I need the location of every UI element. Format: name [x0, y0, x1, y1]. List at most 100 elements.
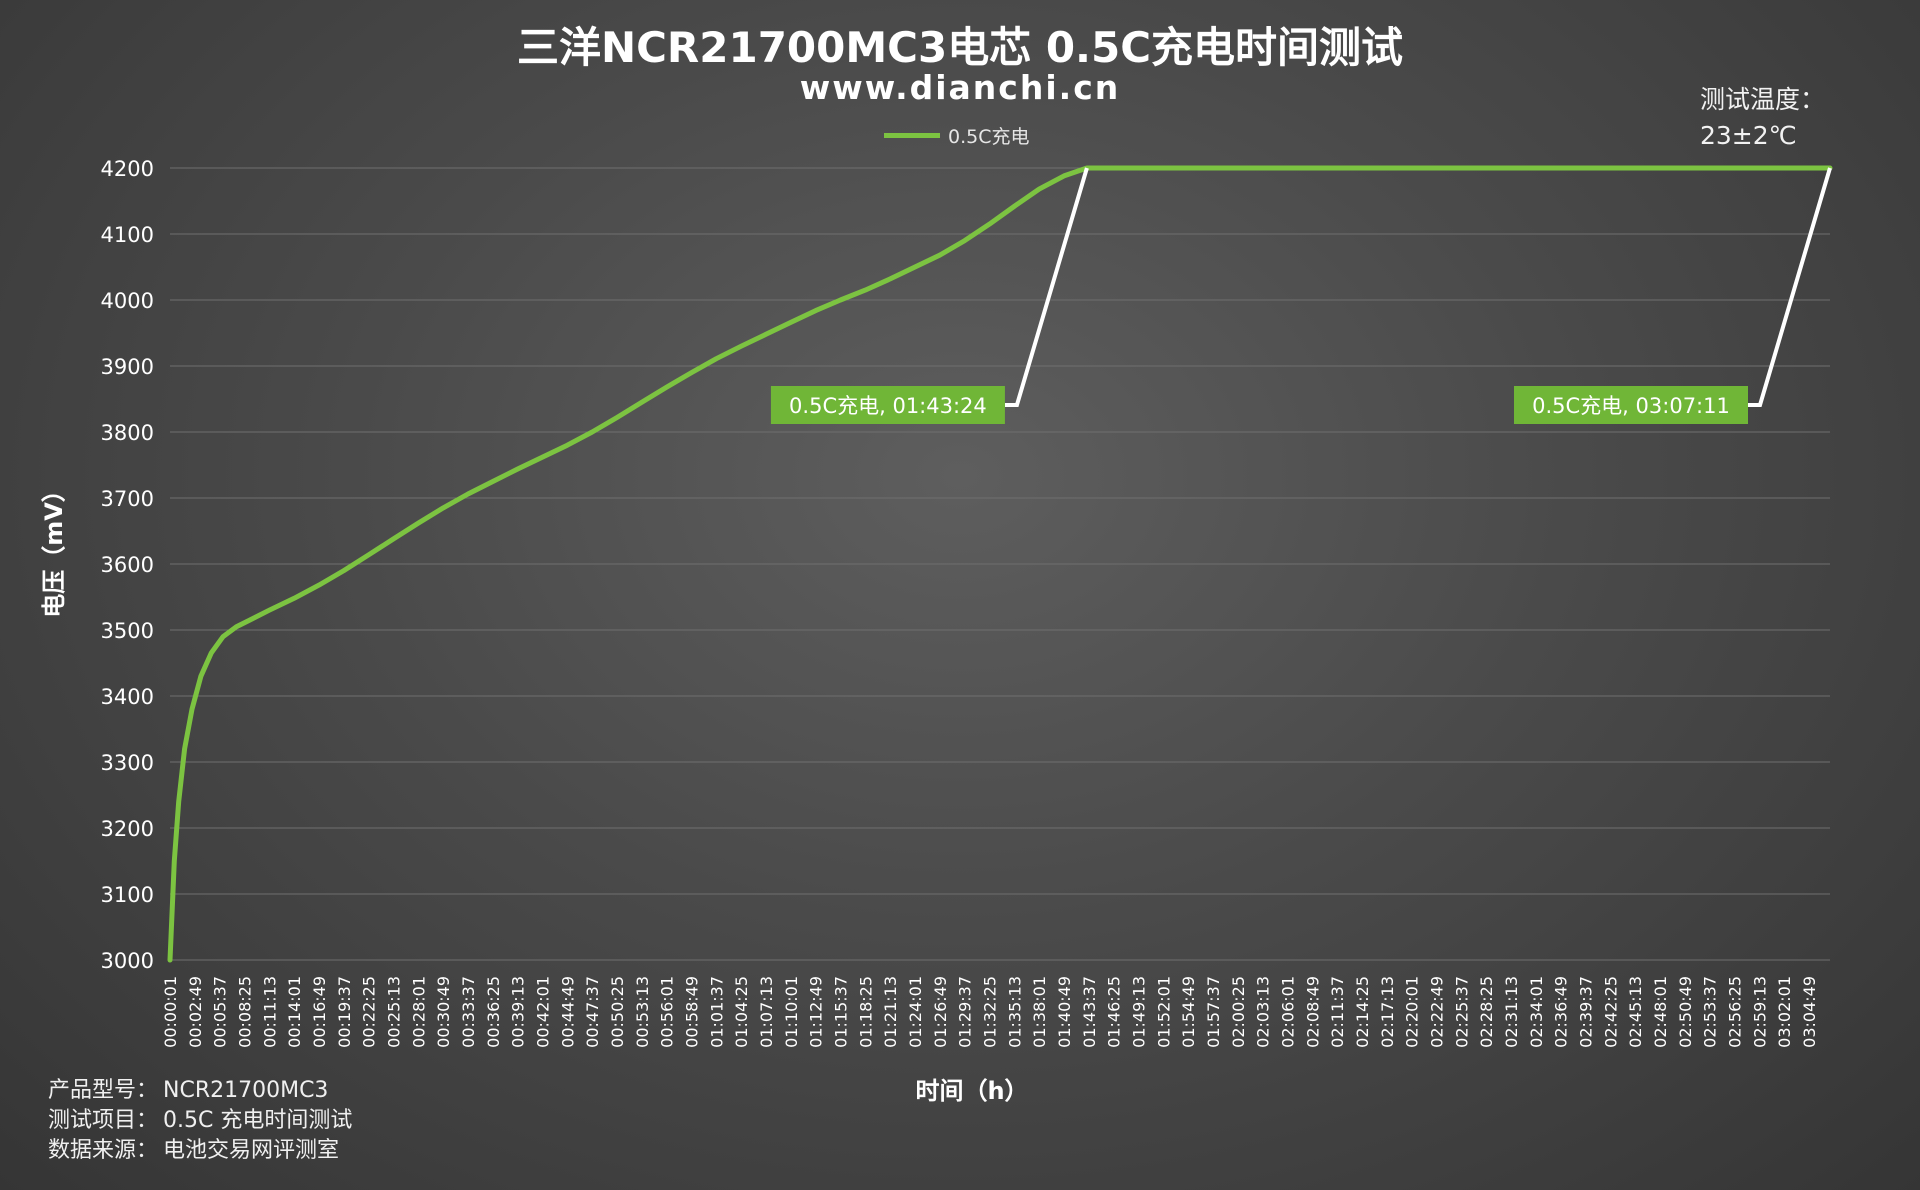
footer-value: 电池交易网评测室 — [163, 1138, 340, 1163]
x-tick-labels: 00:00:01 00:02:49 00:05:37 00:08:25 00:11:13… — [161, 976, 1819, 1048]
x-tick-label: 02:06:01 — [1279, 976, 1298, 1048]
y-tick-label: 4000 — [101, 289, 154, 313]
annotation-leader — [1004, 167, 1089, 407]
x-tick-label: 01:32:25 — [981, 976, 1000, 1048]
temperature-value: 23±2℃ — [1700, 121, 1797, 150]
x-tick-label: 00:30:49 — [434, 976, 453, 1048]
footer-label: 产品型号： — [48, 1078, 159, 1103]
x-tick-label: 00:22:25 — [360, 976, 379, 1048]
x-tick-label: 00:16:49 — [310, 976, 329, 1048]
x-tick-label: 02:59:13 — [1750, 976, 1769, 1048]
temperature-label: 测试温度： — [1700, 85, 1826, 114]
footer-row: 产品型号： NCR21700MC3 — [48, 1076, 352, 1106]
x-tick-label: 02:50:49 — [1676, 976, 1695, 1048]
x-axis-label: 时间（h） — [915, 1077, 1028, 1105]
series-lines — [167, 165, 1833, 963]
footer-value: NCR21700MC3 — [163, 1078, 329, 1103]
x-tick-label: 01:01:37 — [707, 976, 726, 1048]
x-tick-label: 01:15:37 — [832, 976, 851, 1048]
y-tick-label: 3600 — [101, 553, 154, 577]
x-tick-label: 02:22:49 — [1428, 976, 1447, 1048]
x-tick-label: 00:47:37 — [583, 976, 602, 1048]
x-tick-label: 01:24:01 — [906, 976, 925, 1048]
x-tick-label: 01:12:49 — [807, 976, 826, 1048]
y-tick-label: 3500 — [101, 619, 154, 643]
x-tick-label: 00:19:37 — [335, 976, 354, 1048]
x-tick-label: 01:04:25 — [732, 976, 751, 1048]
chart-legend: 0.5C充电 — [884, 122, 1029, 149]
y-tick-label: 4200 — [101, 157, 154, 181]
x-tick-label: 01:21:13 — [881, 976, 900, 1048]
annotation-leader — [1748, 167, 1832, 407]
x-tick-label: 02:03:13 — [1254, 976, 1273, 1048]
x-tick-label: 00:53:13 — [633, 976, 652, 1048]
x-tick-label: 02:56:25 — [1726, 976, 1745, 1048]
footer-info: 产品型号： NCR21700MC3 测试项目： 0.5C 充电时间测试 数据来源… — [48, 1076, 352, 1166]
grid-lines — [170, 167, 1830, 961]
footer-label: 测试项目： — [48, 1108, 159, 1133]
x-tick-label: 03:02:01 — [1775, 976, 1794, 1048]
x-tick-label: 01:26:49 — [931, 976, 950, 1048]
x-tick-label: 02:45:13 — [1626, 976, 1645, 1048]
annotation-box — [770, 386, 1005, 424]
series-line — [167, 165, 1833, 963]
x-tick-label: 02:36:49 — [1552, 976, 1571, 1048]
annotations: 0.5C充电, 01:43:24 0.5C充电, 03:07:11 — [770, 167, 1832, 424]
x-tick-label: 03:04:49 — [1800, 976, 1819, 1048]
annotation-box — [1514, 386, 1748, 424]
x-tick-label: 00:14:01 — [285, 976, 304, 1048]
y-tick-label: 3900 — [101, 355, 154, 379]
x-tick-label: 02:53:37 — [1701, 976, 1720, 1048]
y-tick-label: 3700 — [101, 487, 154, 511]
legend-label: 0.5C充电 — [948, 126, 1030, 148]
x-tick-label: 00:56:01 — [658, 976, 677, 1048]
x-tick-label: 01:18:25 — [856, 976, 875, 1048]
x-tick-label: 00:00:01 — [161, 976, 180, 1048]
x-tick-label: 00:05:37 — [211, 976, 230, 1048]
x-tick-label: 02:20:01 — [1403, 976, 1422, 1048]
y-tick-label: 3200 — [101, 817, 154, 841]
x-tick-label: 01:43:37 — [1080, 976, 1099, 1048]
x-tick-label: 00:42:01 — [534, 976, 553, 1048]
footer-value: 0.5C 充电时间测试 — [163, 1108, 353, 1133]
annotation-label: 0.5C充电, 01:43:24 — [789, 394, 987, 418]
x-tick-label: 02:14:25 — [1353, 976, 1372, 1048]
x-tick-label: 00:36:25 — [484, 976, 503, 1048]
x-tick-label: 01:07:13 — [757, 976, 776, 1048]
x-tick-label: 02:11:37 — [1328, 976, 1347, 1048]
x-tick-label: 00:08:25 — [236, 976, 255, 1048]
y-tick-label: 3100 — [101, 883, 154, 907]
chart-title: 三洋NCR21700MC3电芯 0.5C充电时间测试 — [516, 23, 1404, 72]
x-tick-label: 00:44:49 — [558, 976, 577, 1048]
x-tick-label: 02:28:25 — [1477, 976, 1496, 1048]
x-tick-label: 02:34:01 — [1527, 976, 1546, 1048]
y-tick-label: 4100 — [101, 223, 154, 247]
x-tick-label: 00:11:13 — [260, 976, 279, 1048]
x-tick-label: 00:33:37 — [459, 976, 478, 1048]
x-tick-label: 00:50:25 — [608, 976, 627, 1048]
x-tick-label: 02:42:25 — [1601, 976, 1620, 1048]
x-tick-label: 01:52:01 — [1154, 976, 1173, 1048]
x-tick-label: 01:29:37 — [956, 976, 975, 1048]
x-tick-label: 01:54:49 — [1179, 976, 1198, 1048]
chart-subtitle: www.dianchi.cn — [799, 68, 1121, 107]
temperature-note: 测试温度： 23±2℃ — [1700, 82, 1825, 154]
x-tick-label: 01:35:13 — [1005, 976, 1024, 1048]
footer-row: 测试项目： 0.5C 充电时间测试 — [48, 1106, 352, 1136]
y-tick-label: 3300 — [101, 751, 154, 775]
x-tick-label: 01:38:01 — [1030, 976, 1049, 1048]
legend-swatch — [884, 133, 940, 138]
footer-row: 数据来源： 电池交易网评测室 — [48, 1136, 352, 1166]
x-tick-label: 00:58:49 — [683, 976, 702, 1048]
x-tick-label: 02:31:13 — [1502, 976, 1521, 1048]
annotation-callout: 0.5C充电, 03:07:11 — [1514, 167, 1832, 424]
x-tick-label: 00:28:01 — [409, 976, 428, 1048]
y-tick-labels: 3000 3100 3200 3300 3400 3500 3600 3700 3800 3900… — [101, 157, 154, 973]
annotation-callout: 0.5C充电, 01:43:24 — [770, 167, 1089, 424]
x-tick-label: 01:49:13 — [1130, 976, 1149, 1048]
x-tick-label: 02:39:37 — [1577, 976, 1596, 1048]
y-tick-label: 3400 — [101, 685, 154, 709]
x-tick-label: 01:57:37 — [1204, 976, 1223, 1048]
y-tick-label: 3000 — [101, 949, 154, 973]
